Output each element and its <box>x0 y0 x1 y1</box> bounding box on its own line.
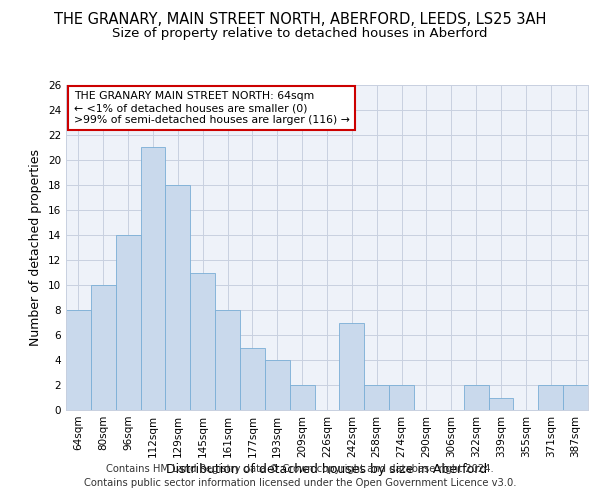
Bar <box>389 385 414 410</box>
Text: THE GRANARY MAIN STREET NORTH: 64sqm
← <1% of detached houses are smaller (0)
>9: THE GRANARY MAIN STREET NORTH: 64sqm ← <… <box>74 92 350 124</box>
Bar <box>290 385 314 410</box>
Bar <box>66 310 91 410</box>
Text: THE GRANARY, MAIN STREET NORTH, ABERFORD, LEEDS, LS25 3AH: THE GRANARY, MAIN STREET NORTH, ABERFORD… <box>54 12 546 28</box>
X-axis label: Distribution of detached houses by size in Aberford: Distribution of detached houses by size … <box>166 462 488 475</box>
Bar <box>91 285 116 410</box>
Bar <box>364 385 389 410</box>
Bar <box>240 348 265 410</box>
Bar <box>563 385 588 410</box>
Bar <box>166 185 190 410</box>
Bar <box>538 385 563 410</box>
Text: Contains HM Land Registry data © Crown copyright and database right 2024.
Contai: Contains HM Land Registry data © Crown c… <box>84 464 516 487</box>
Bar <box>140 148 166 410</box>
Bar <box>488 398 514 410</box>
Text: Size of property relative to detached houses in Aberford: Size of property relative to detached ho… <box>112 28 488 40</box>
Bar <box>464 385 488 410</box>
Bar <box>215 310 240 410</box>
Bar <box>116 235 140 410</box>
Bar <box>190 272 215 410</box>
Y-axis label: Number of detached properties: Number of detached properties <box>29 149 43 346</box>
Bar <box>340 322 364 410</box>
Bar <box>265 360 290 410</box>
